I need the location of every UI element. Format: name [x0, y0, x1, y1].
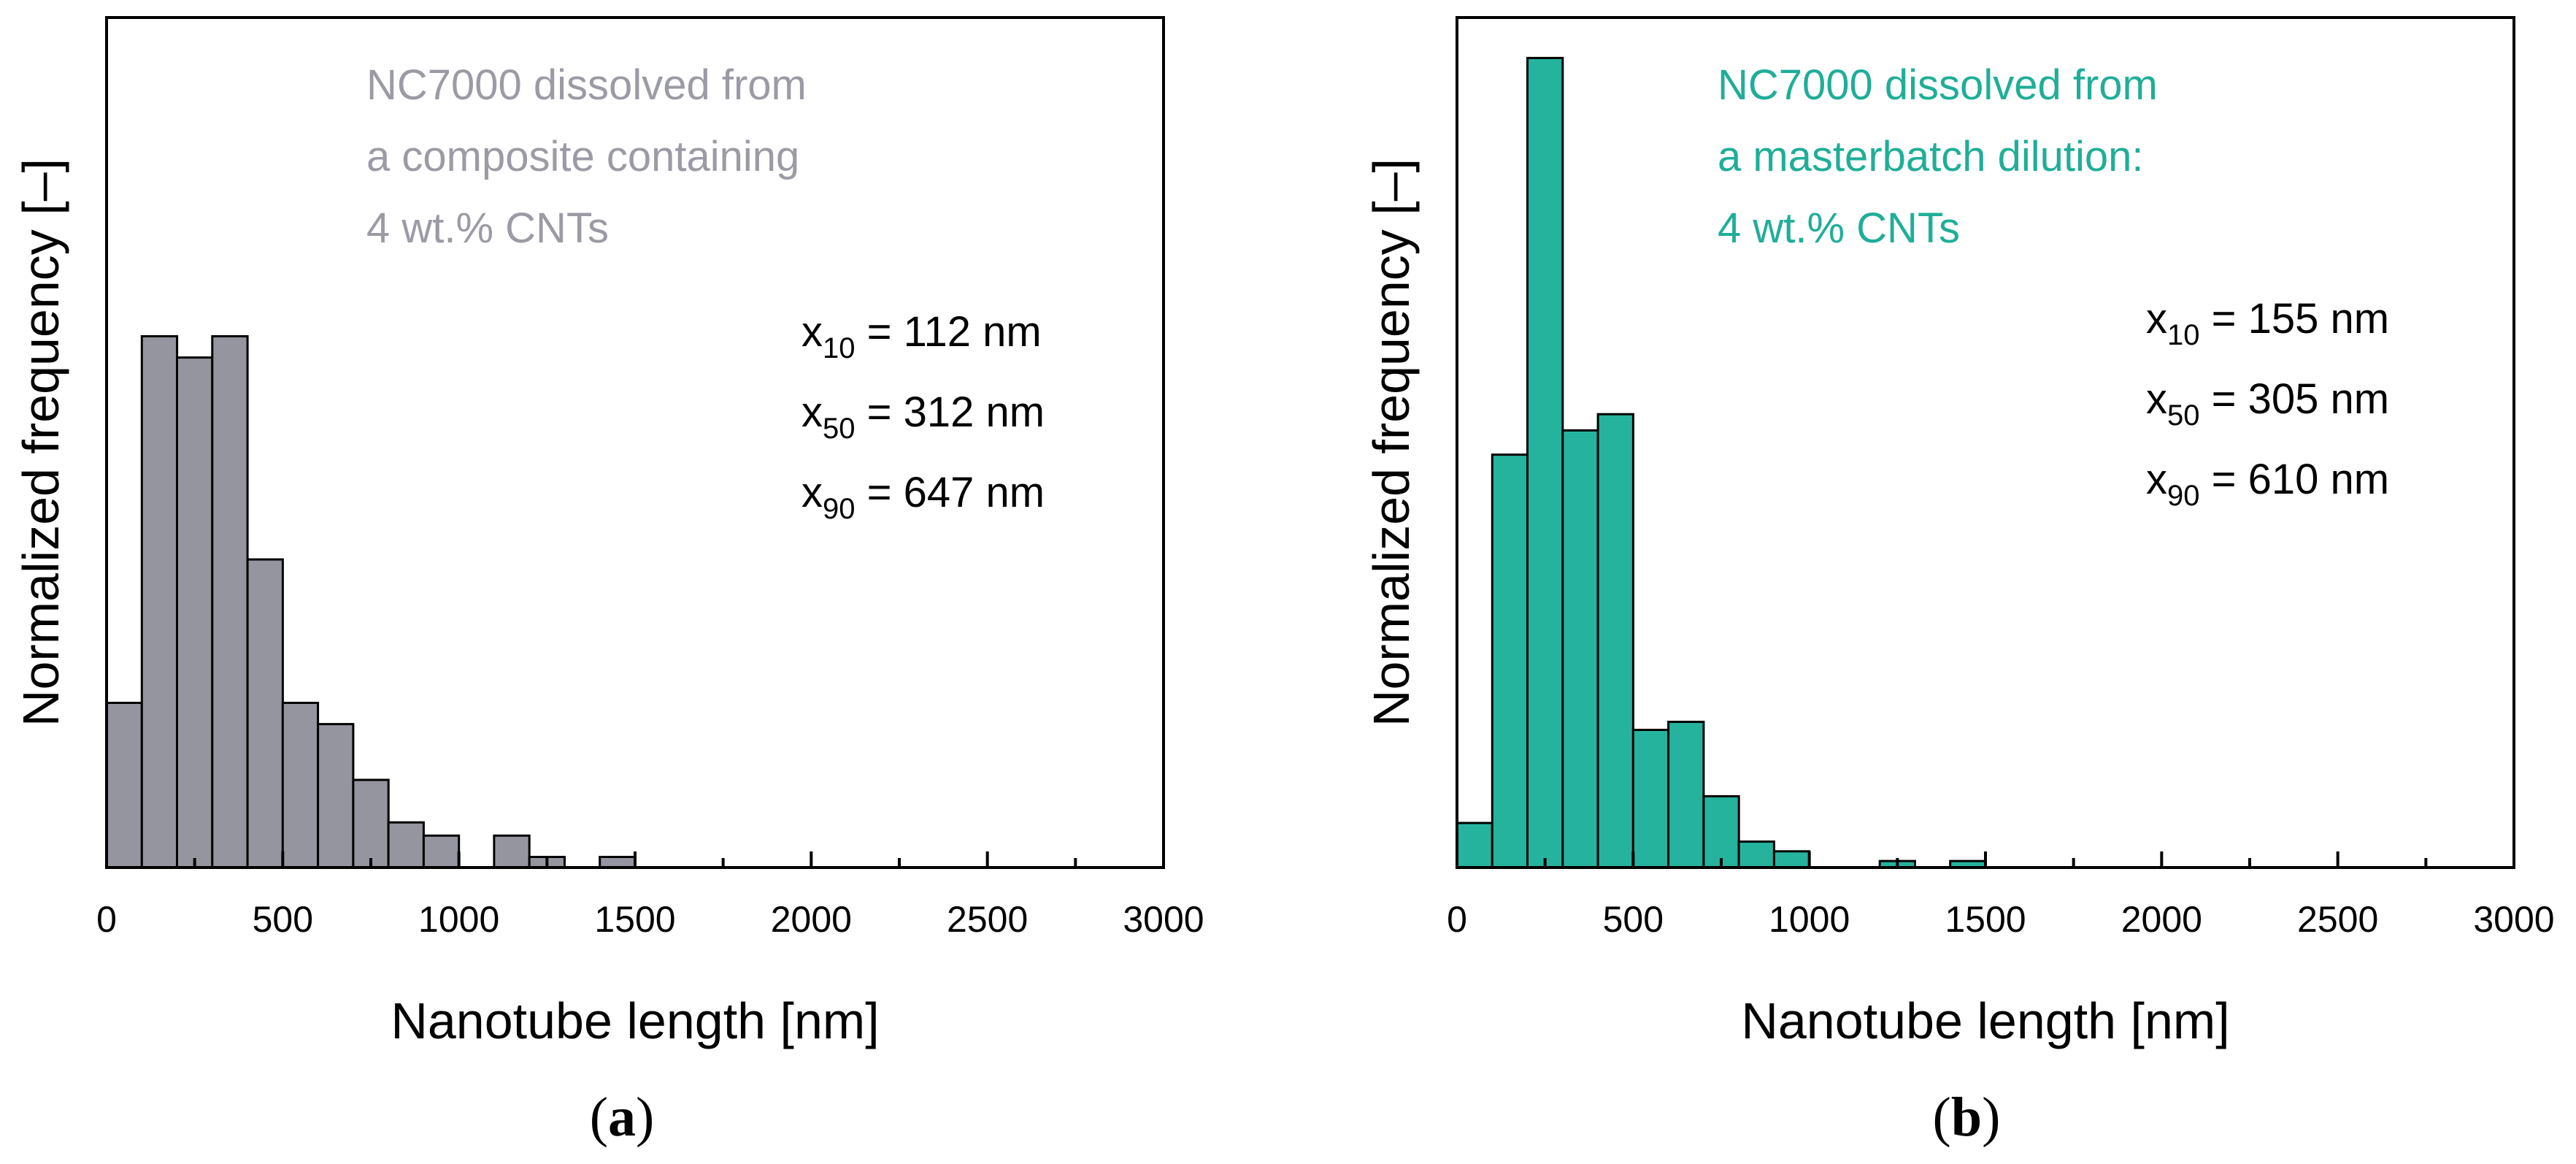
histogram-bar — [1561, 429, 1599, 869]
histogram-bar — [281, 702, 320, 869]
panel-b-y-axis-title: Normalized frequency [–] — [1363, 158, 1420, 727]
histogram-bar — [1702, 794, 1740, 869]
histogram-bar — [1456, 822, 1493, 869]
panel-a-x-ticks — [105, 851, 1165, 868]
panel-a-annotation-line: 4 wt.% CNTs — [366, 204, 609, 252]
x-tick-label: 1500 — [594, 899, 675, 940]
histogram-bar — [317, 723, 355, 869]
panel-a-stat-x10: x10 = 112 nm — [801, 308, 1042, 364]
panel-a-y-axis-title: Normalized frequency [–] — [12, 158, 69, 727]
panel-a-label: (a) — [590, 1087, 655, 1148]
x-tick-label: 0 — [96, 899, 117, 940]
histogram-bar — [1631, 729, 1670, 869]
x-tick-label: 500 — [1603, 899, 1664, 940]
panel-b-stat-x10: x10 = 155 nm — [2146, 295, 2389, 351]
panel-b-annotation: NC7000 dissolved from a masterbatch dilu… — [1718, 61, 2158, 252]
panel-b-stat-x90: x90 = 610 nm — [2146, 456, 2389, 512]
histogram-bar — [140, 335, 179, 869]
panel-b-stat-x50: x50 = 305 nm — [2146, 375, 2389, 432]
panel-a-annotation: NC7000 dissolved from a composite contai… — [366, 61, 807, 252]
panel-b-x-ticks — [1456, 851, 2515, 868]
panel-a-annotation-line: NC7000 dissolved from — [366, 61, 807, 109]
panel-b-stats: x10 = 155 nm x50 = 305 nm x90 = 610 nm — [2146, 295, 2389, 512]
histogram-bar — [1667, 721, 1705, 869]
histogram-bar — [1491, 453, 1529, 869]
x-tick-label: 1000 — [418, 899, 499, 940]
panel-b-annotation-line: NC7000 dissolved from — [1718, 61, 2158, 109]
x-tick-label: 1000 — [1769, 899, 1850, 940]
x-tick-label: 500 — [253, 899, 313, 940]
x-tick-label: 2500 — [2297, 899, 2378, 940]
histogram-bar — [1737, 841, 1775, 869]
histogram-bar — [246, 558, 284, 869]
x-tick-label: 2500 — [947, 899, 1028, 940]
histogram-bar — [211, 335, 249, 869]
histogram-bar — [1772, 850, 1811, 869]
x-tick-label: 3000 — [2473, 899, 2554, 940]
histogram-bar — [493, 834, 531, 869]
histogram-bar — [176, 356, 214, 869]
panel-a-stats: x10 = 112 nm x50 = 312 nm x90 = 647 nm — [801, 308, 1045, 525]
x-tick-label: 0 — [1447, 899, 1467, 940]
x-tick-label: 2000 — [2121, 899, 2202, 940]
x-tick-label: 2000 — [771, 899, 852, 940]
histogram-bar — [1596, 413, 1634, 869]
histogram-bar — [422, 834, 461, 869]
panel-b-annotation-line: 4 wt.% CNTs — [1718, 204, 1960, 252]
histogram-bar — [1526, 56, 1564, 869]
panel-b-x-tick-labels: 0 500 1000 1500 2000 2500 3000 — [1447, 899, 2555, 940]
panel-a-stat-x90: x90 = 647 nm — [801, 469, 1045, 525]
histogram-bar — [105, 702, 143, 869]
panel-a-chart: 0 500 1000 1500 2000 2500 3000 Nanotube length… — [12, 16, 1204, 1148]
panel-b-label: (b) — [1933, 1087, 2001, 1148]
panel-a-x-tick-labels: 0 500 1000 1500 2000 2500 3000 — [96, 899, 1204, 940]
histogram-bar — [599, 856, 637, 869]
histogram-bar — [352, 778, 390, 869]
panel-a-stat-x50: x50 = 312 nm — [801, 388, 1045, 445]
panel-b-annotation-line: a masterbatch dilution: — [1718, 133, 2144, 180]
histogram-bar — [387, 821, 425, 869]
panel-b-chart: 0 500 1000 1500 2000 2500 3000 Nanotube length… — [1363, 16, 2555, 1148]
x-tick-label: 3000 — [1123, 899, 1204, 940]
panel-b-x-axis-title: Nanotube length [nm] — [1741, 992, 2229, 1049]
x-tick-label: 1500 — [1945, 899, 2026, 940]
panel-a-bars — [105, 335, 637, 869]
panel-a-x-axis-title: Nanotube length [nm] — [391, 992, 879, 1049]
panel-a-annotation-line: a composite containing — [366, 133, 799, 180]
